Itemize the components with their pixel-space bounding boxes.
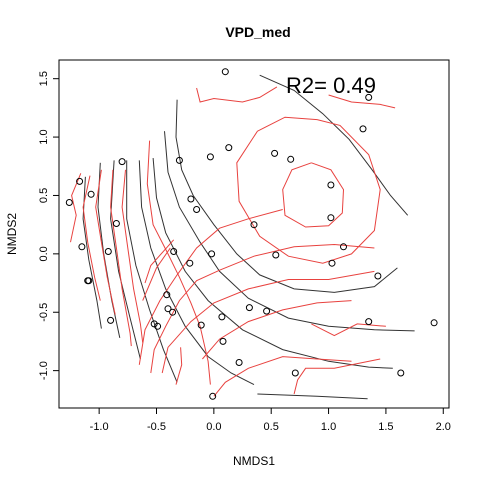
y-tick-label: 1.5 bbox=[38, 71, 50, 86]
data-point bbox=[221, 68, 229, 76]
contour-lines-dark bbox=[82, 74, 415, 400]
data-point bbox=[206, 153, 214, 161]
contour-line-red bbox=[70, 173, 82, 243]
y-axis: -1.0 -0.5 0.0 0.5 1.0 1.5 bbox=[38, 71, 60, 380]
data-point bbox=[65, 199, 73, 206]
data-point bbox=[272, 251, 280, 259]
contour-line-dark bbox=[175, 99, 398, 293]
data-point bbox=[208, 250, 216, 258]
data-point bbox=[271, 149, 279, 157]
chart-title: VPD_med bbox=[225, 24, 290, 40]
contour-line-dark bbox=[110, 160, 141, 360]
contour-line-red bbox=[110, 169, 132, 347]
contour-line-red bbox=[150, 243, 375, 374]
r2-annotation: R2= 0.49 bbox=[286, 73, 376, 98]
data-point bbox=[235, 359, 243, 366]
contour-line-red bbox=[196, 86, 278, 103]
data-point bbox=[170, 248, 178, 255]
contour-line-red bbox=[282, 162, 345, 228]
data-point bbox=[327, 181, 335, 189]
data-point bbox=[85, 277, 93, 285]
contour-line-red bbox=[293, 358, 381, 395]
data-point bbox=[291, 369, 299, 377]
y-tick-label: 0.5 bbox=[38, 188, 50, 203]
data-point bbox=[112, 220, 120, 227]
x-tick-label: -1.0 bbox=[90, 421, 109, 433]
x-tick-label: 1.5 bbox=[378, 421, 393, 433]
data-point bbox=[219, 337, 227, 345]
x-tick-label: 1.0 bbox=[321, 421, 336, 433]
x-tick-label: -0.5 bbox=[147, 421, 166, 433]
y-tick-label: -1.0 bbox=[38, 361, 50, 380]
x-axis: -1.0 -0.5 0.0 0.5 1.0 1.5 2.0 bbox=[90, 407, 451, 433]
y-tick-label: 1.0 bbox=[38, 129, 50, 144]
contour-line-red bbox=[328, 94, 396, 109]
y-axis-label: NMDS2 bbox=[5, 213, 19, 255]
data-point bbox=[374, 272, 382, 280]
data-point bbox=[175, 156, 183, 164]
data-point bbox=[209, 392, 217, 400]
plot-frame bbox=[58, 59, 450, 409]
contour-line-red bbox=[146, 140, 211, 385]
contour-lines-red bbox=[70, 86, 396, 397]
x-tick-label: 0.5 bbox=[264, 421, 279, 433]
data-point bbox=[365, 93, 373, 101]
data-points bbox=[65, 68, 438, 400]
contour-line-dark bbox=[259, 74, 409, 216]
contour-line-red bbox=[144, 239, 175, 284]
data-point bbox=[365, 318, 373, 326]
data-point bbox=[163, 291, 171, 299]
data-point bbox=[186, 259, 194, 267]
data-point bbox=[187, 195, 195, 203]
contour-line-red bbox=[311, 323, 386, 337]
data-point bbox=[78, 243, 86, 251]
data-point bbox=[76, 177, 84, 185]
data-point bbox=[193, 206, 201, 213]
contour-line-red bbox=[213, 356, 352, 397]
data-point bbox=[107, 316, 115, 324]
data-point bbox=[263, 307, 271, 315]
data-point bbox=[197, 321, 205, 329]
contour-line-red bbox=[82, 175, 101, 301]
data-point bbox=[245, 304, 253, 312]
x-axis-label: NMDS1 bbox=[233, 454, 275, 468]
data-point bbox=[118, 158, 126, 166]
contour-line-red bbox=[142, 247, 171, 301]
data-point bbox=[328, 259, 336, 267]
data-point bbox=[327, 214, 335, 222]
data-point bbox=[104, 248, 112, 255]
data-point bbox=[359, 125, 367, 133]
data-point bbox=[340, 243, 347, 251]
data-point bbox=[218, 313, 226, 321]
data-point bbox=[154, 322, 162, 330]
contour-line-red bbox=[202, 300, 352, 360]
data-point bbox=[164, 305, 172, 313]
contour-line-dark bbox=[164, 131, 415, 332]
data-point bbox=[169, 308, 177, 316]
data-point bbox=[250, 221, 258, 229]
data-point bbox=[397, 369, 405, 377]
y-tick-label: 0.0 bbox=[38, 246, 50, 261]
contour-line-red bbox=[236, 116, 381, 264]
contour-line-red bbox=[175, 347, 183, 385]
contour-line-red bbox=[161, 270, 375, 374]
contour-line-red bbox=[121, 169, 144, 343]
x-tick-label: 0.0 bbox=[206, 421, 221, 433]
contour-line-dark bbox=[126, 160, 178, 383]
data-point bbox=[87, 190, 95, 198]
data-point bbox=[287, 155, 295, 163]
data-point bbox=[430, 319, 438, 327]
x-tick-label: 2.0 bbox=[436, 421, 451, 433]
data-point bbox=[225, 144, 233, 152]
contour-line-dark bbox=[257, 393, 368, 400]
contour-line-dark bbox=[152, 158, 393, 369]
y-tick-label: -0.5 bbox=[38, 303, 50, 322]
contour-line-red bbox=[95, 169, 116, 315]
